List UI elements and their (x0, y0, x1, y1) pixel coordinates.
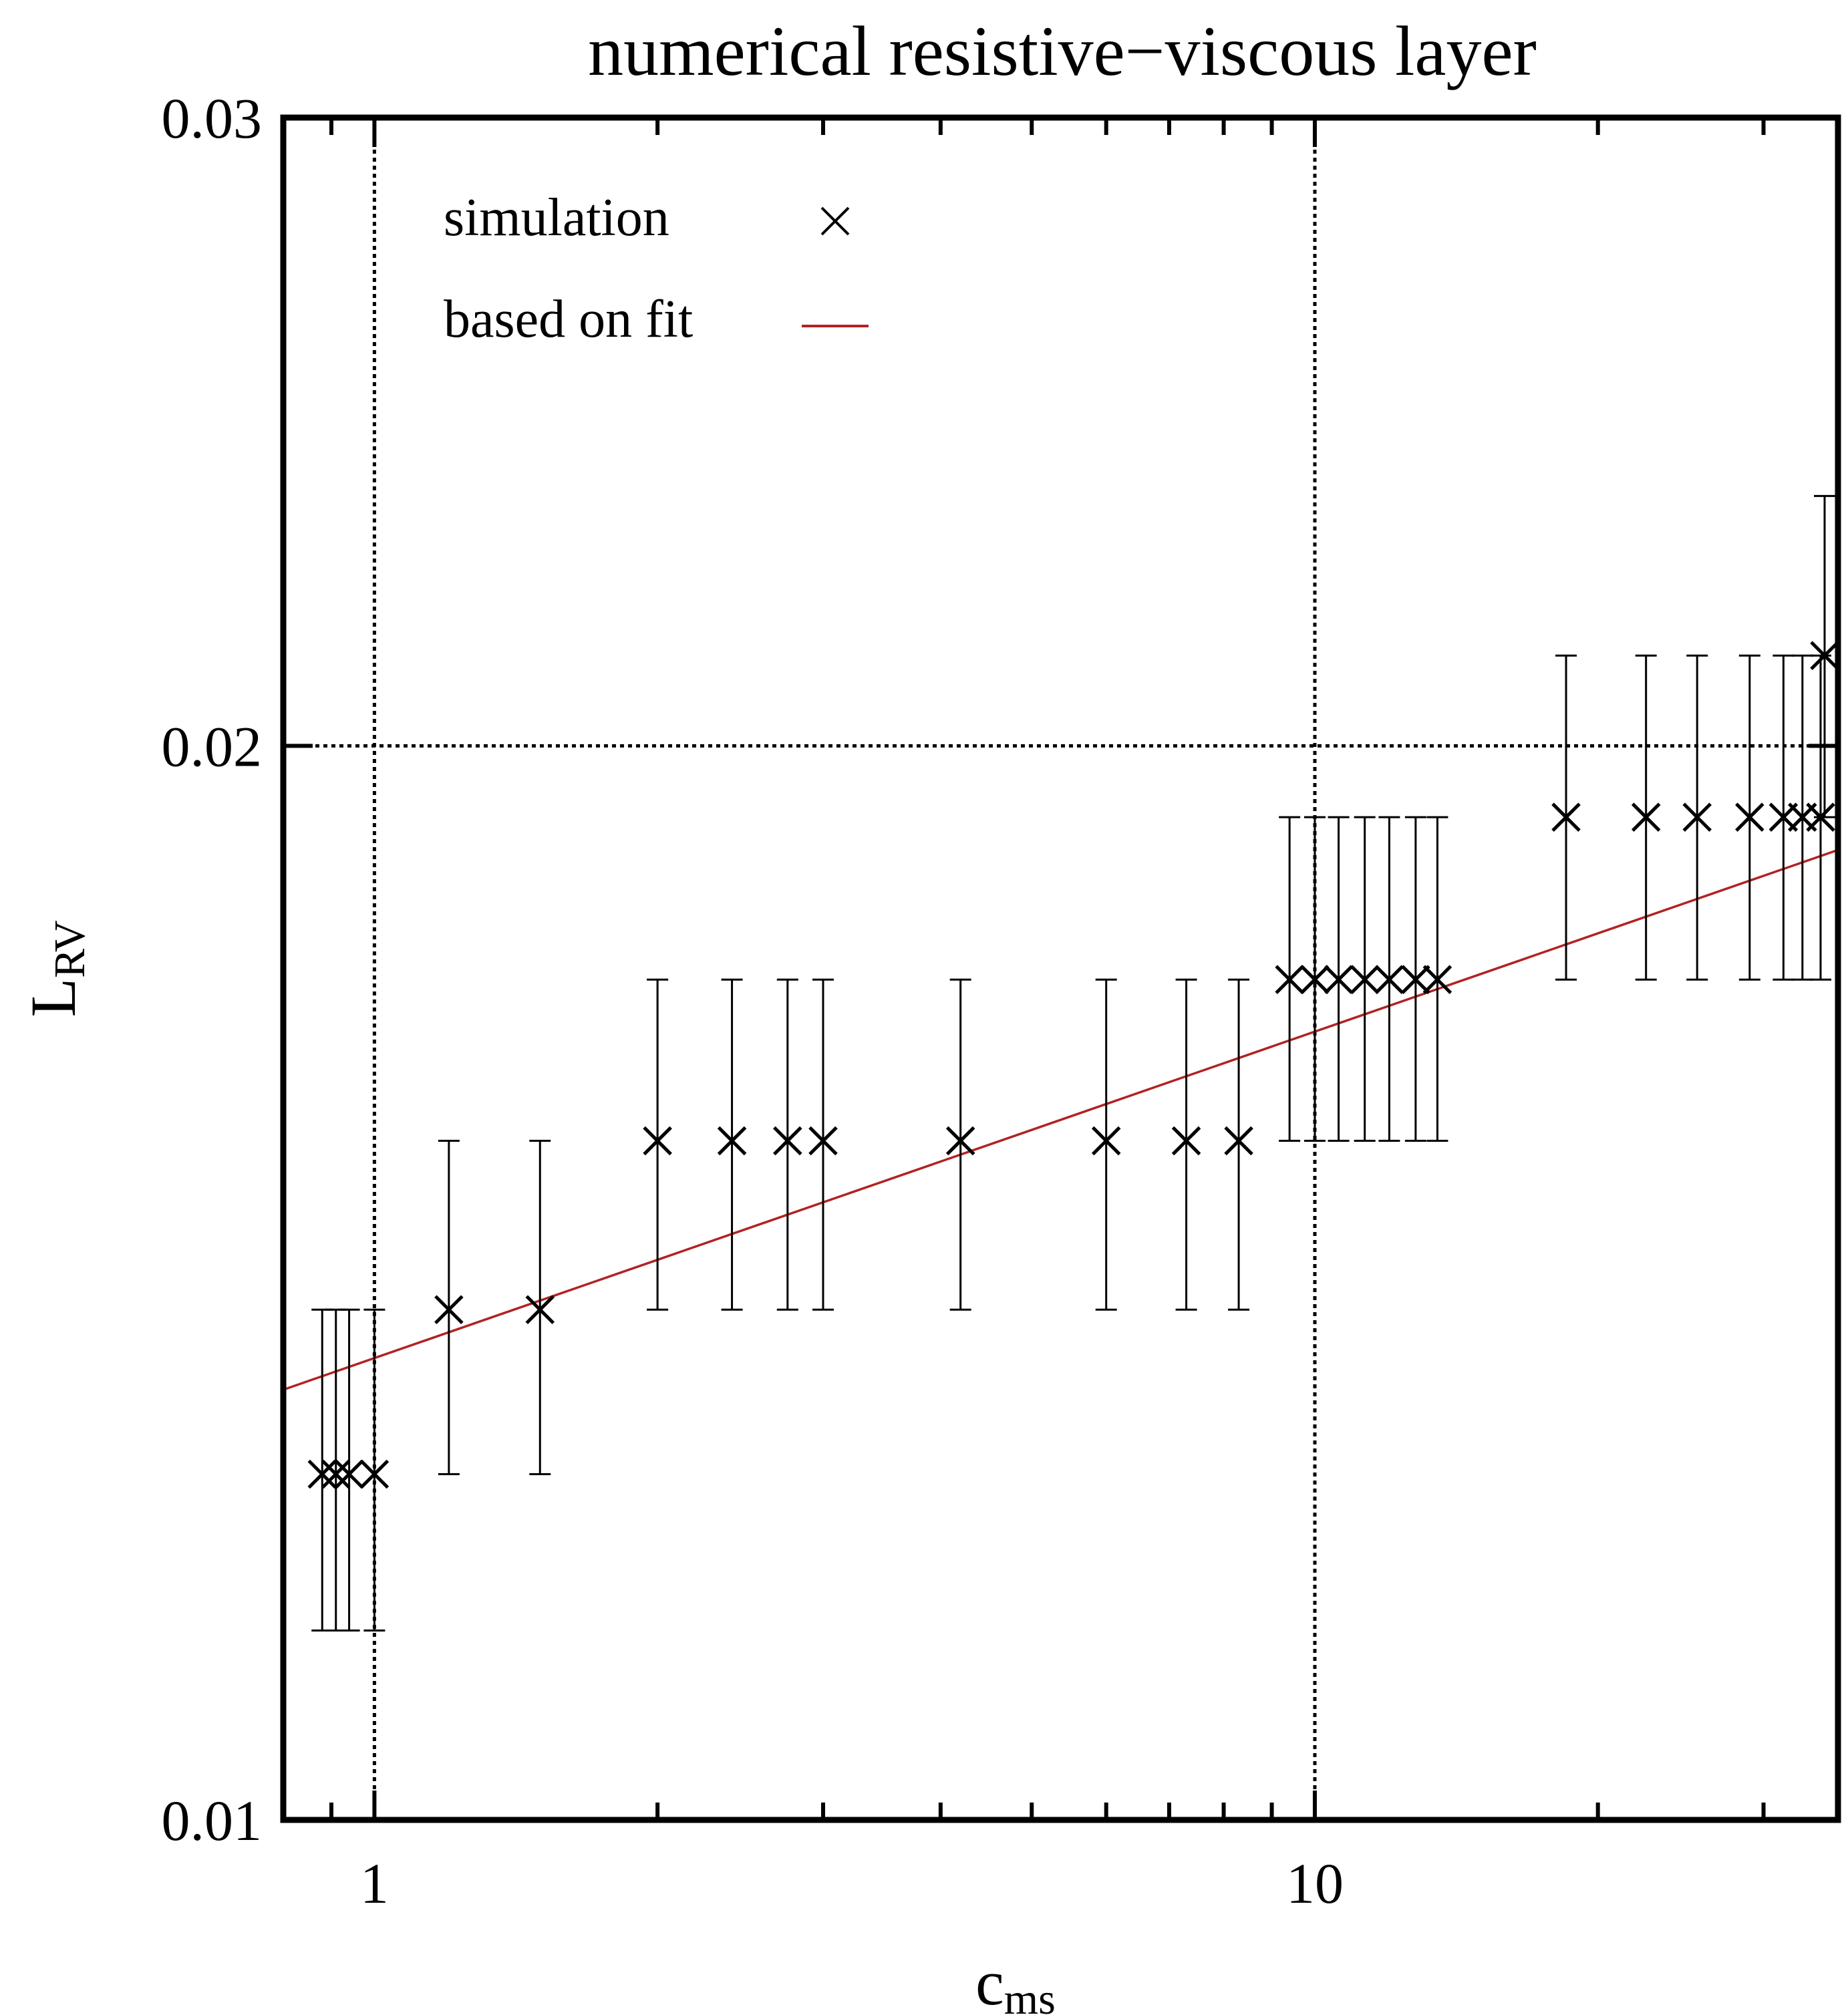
simulation-point-stroke-b-7 (717, 1126, 747, 1156)
simulation-point-3 (359, 1459, 390, 1489)
simulation-point-stroke-b-24 (1735, 802, 1764, 832)
fit-line-layer (283, 848, 1839, 1391)
error-bar-3 (363, 1308, 386, 1632)
simulation-point-27 (1806, 802, 1835, 832)
simulation-point-10 (945, 1126, 975, 1156)
x-tick-label-1: 10 (1286, 1851, 1344, 1915)
simulation-point-stroke-b-4 (434, 1295, 464, 1325)
plot-frame (280, 114, 1841, 1823)
simulation-point-stroke-b-0 (307, 1459, 337, 1489)
legend-simulation-marker (820, 206, 850, 236)
y-axis-label-sub: RV (45, 920, 94, 977)
simulation-point-13 (1224, 1126, 1253, 1156)
simulation-point-stroke-b-22 (1631, 802, 1661, 832)
simulation-point-stroke-b-11 (1091, 1126, 1121, 1156)
reference-lines (283, 118, 1838, 1820)
simulation-point-17 (1350, 965, 1380, 994)
simulation-point-12 (1171, 1126, 1201, 1156)
points-layer (307, 641, 1839, 1489)
x-tick-label-0: 1 (360, 1851, 389, 1915)
error-bar-9 (812, 978, 834, 1311)
x-axis-label-sub: ms (1004, 1975, 1056, 2015)
error-bar-2 (338, 1308, 360, 1632)
y-tick-label-2: 0.03 (162, 86, 263, 150)
simulation-point-stroke-b-14 (1275, 965, 1304, 994)
y-tick-label-1: 0.02 (162, 714, 263, 778)
simulation-point-stroke-b-18 (1374, 965, 1404, 994)
error-bars-layer (311, 494, 1835, 1632)
simulation-point-9 (808, 1126, 838, 1156)
y-tick-labels: 0.01 0.02 0.03 (162, 86, 263, 1853)
simulation-point-stroke-b-3 (359, 1459, 390, 1489)
simulation-point-2 (334, 1459, 364, 1489)
x-axis-label-main: c (975, 1947, 1004, 2015)
simulation-point-24 (1735, 802, 1764, 832)
error-bar-7 (721, 978, 743, 1311)
y-axis-label: LRV (17, 920, 94, 1017)
simulation-point-stroke-b-8 (773, 1126, 802, 1156)
error-bar-10 (949, 978, 971, 1311)
simulation-point-20 (1422, 965, 1452, 994)
simulation-point-stroke-b-6 (643, 1126, 672, 1156)
simulation-point-8 (773, 1126, 802, 1156)
error-bar-11 (1095, 978, 1117, 1311)
simulation-point-stroke-b-16 (1324, 965, 1354, 994)
simulation-point-15 (1300, 965, 1330, 994)
simulation-point-4 (434, 1295, 464, 1325)
legend: simulation based on fit (444, 188, 869, 349)
simulation-point-stroke-b-10 (945, 1126, 975, 1156)
simulation-point-stroke-b-13 (1224, 1126, 1253, 1156)
simulation-point-stroke-b-15 (1300, 965, 1330, 994)
simulation-point-stroke-b-5 (525, 1295, 555, 1325)
chart-title: numerical resistive−viscous layer (588, 12, 1537, 90)
simulation-point-28 (1810, 641, 1839, 671)
simulation-point-stroke-b-17 (1350, 965, 1380, 994)
simulation-point-stroke-b-23 (1682, 802, 1712, 832)
simulation-point-stroke-b-20 (1422, 965, 1452, 994)
simulation-point-11 (1091, 1126, 1121, 1156)
simulation-point-23 (1682, 802, 1712, 832)
ticks-layer (281, 116, 1838, 1822)
simulation-point-1 (321, 1459, 351, 1489)
simulation-point-18 (1374, 965, 1404, 994)
legend-fit-label: based on fit (444, 290, 693, 349)
error-bar-12 (1175, 978, 1197, 1311)
simulation-point-stroke-b-2 (334, 1459, 364, 1489)
legend-simulation-label: simulation (444, 188, 669, 247)
simulation-point-6 (643, 1126, 672, 1156)
simulation-point-0 (307, 1459, 337, 1489)
x-axis-label: cms (975, 1947, 1056, 2015)
simulation-point-21 (1551, 802, 1581, 832)
simulation-point-22 (1631, 802, 1661, 832)
simulation-point-stroke-b-19 (1401, 965, 1430, 994)
simulation-point-7 (717, 1126, 747, 1156)
error-bar-13 (1228, 978, 1250, 1311)
simulation-point-stroke-b-27 (1806, 802, 1835, 832)
y-tick-label-0: 0.01 (162, 1789, 263, 1853)
y-axis-label-main: L (17, 978, 89, 1018)
error-bar-8 (776, 978, 798, 1311)
simulation-point-14 (1275, 965, 1304, 994)
simulation-point-stroke-b-21 (1551, 802, 1581, 832)
simulation-point-stroke-b-28 (1810, 641, 1839, 671)
error-bar-6 (647, 978, 669, 1311)
simulation-point-stroke-b-1 (321, 1459, 351, 1489)
simulation-point-19 (1401, 965, 1430, 994)
simulation-point-16 (1324, 965, 1354, 994)
simulation-point-stroke-b-9 (808, 1126, 838, 1156)
simulation-point-5 (525, 1295, 555, 1325)
x-tick-labels: 1 10 (360, 1851, 1344, 1915)
simulation-point-stroke-b-12 (1171, 1126, 1201, 1156)
fit-line (283, 848, 1839, 1391)
